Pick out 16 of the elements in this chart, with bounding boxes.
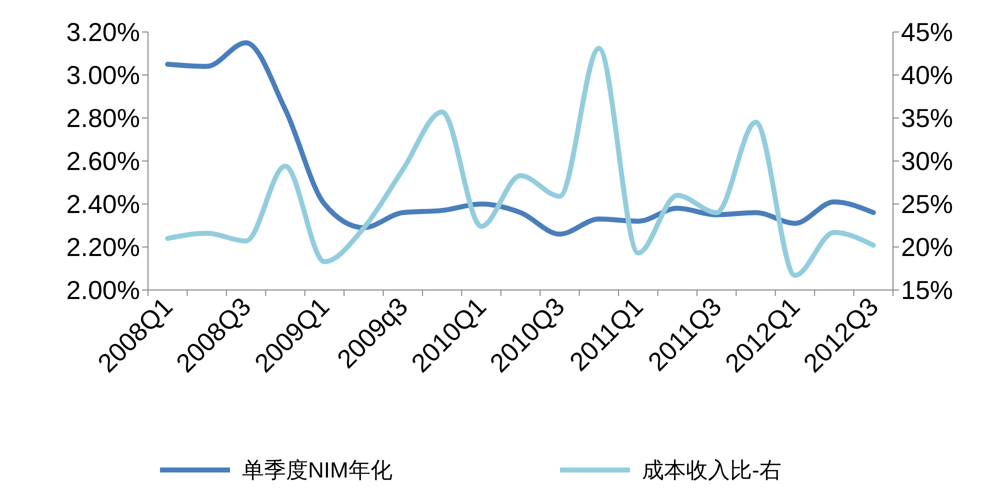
y2-tick-label: 45% <box>901 17 954 48</box>
y-tick-label: 3.20% <box>66 17 140 48</box>
legend-label: 单季度NIM年化 <box>242 458 392 483</box>
y-tick-label: 2.20% <box>66 232 140 262</box>
y-tick-label: 2.40% <box>66 189 140 220</box>
legend-label: 成本收入比-右 <box>642 458 782 483</box>
y2-tick-label: 40% <box>901 60 954 90</box>
y2-tick-label: 15% <box>901 275 954 306</box>
y2-tick-label: 25% <box>901 189 954 220</box>
y-tick-label: 2.60% <box>66 146 140 176</box>
y2-tick-label: 35% <box>901 103 954 134</box>
y-tick-label: 2.80% <box>66 103 140 134</box>
y-tick-label: 2.00% <box>66 275 140 306</box>
y2-tick-label: 20% <box>901 232 954 262</box>
y-tick-label: 3.00% <box>66 60 140 90</box>
y2-tick-label: 30% <box>901 146 954 176</box>
